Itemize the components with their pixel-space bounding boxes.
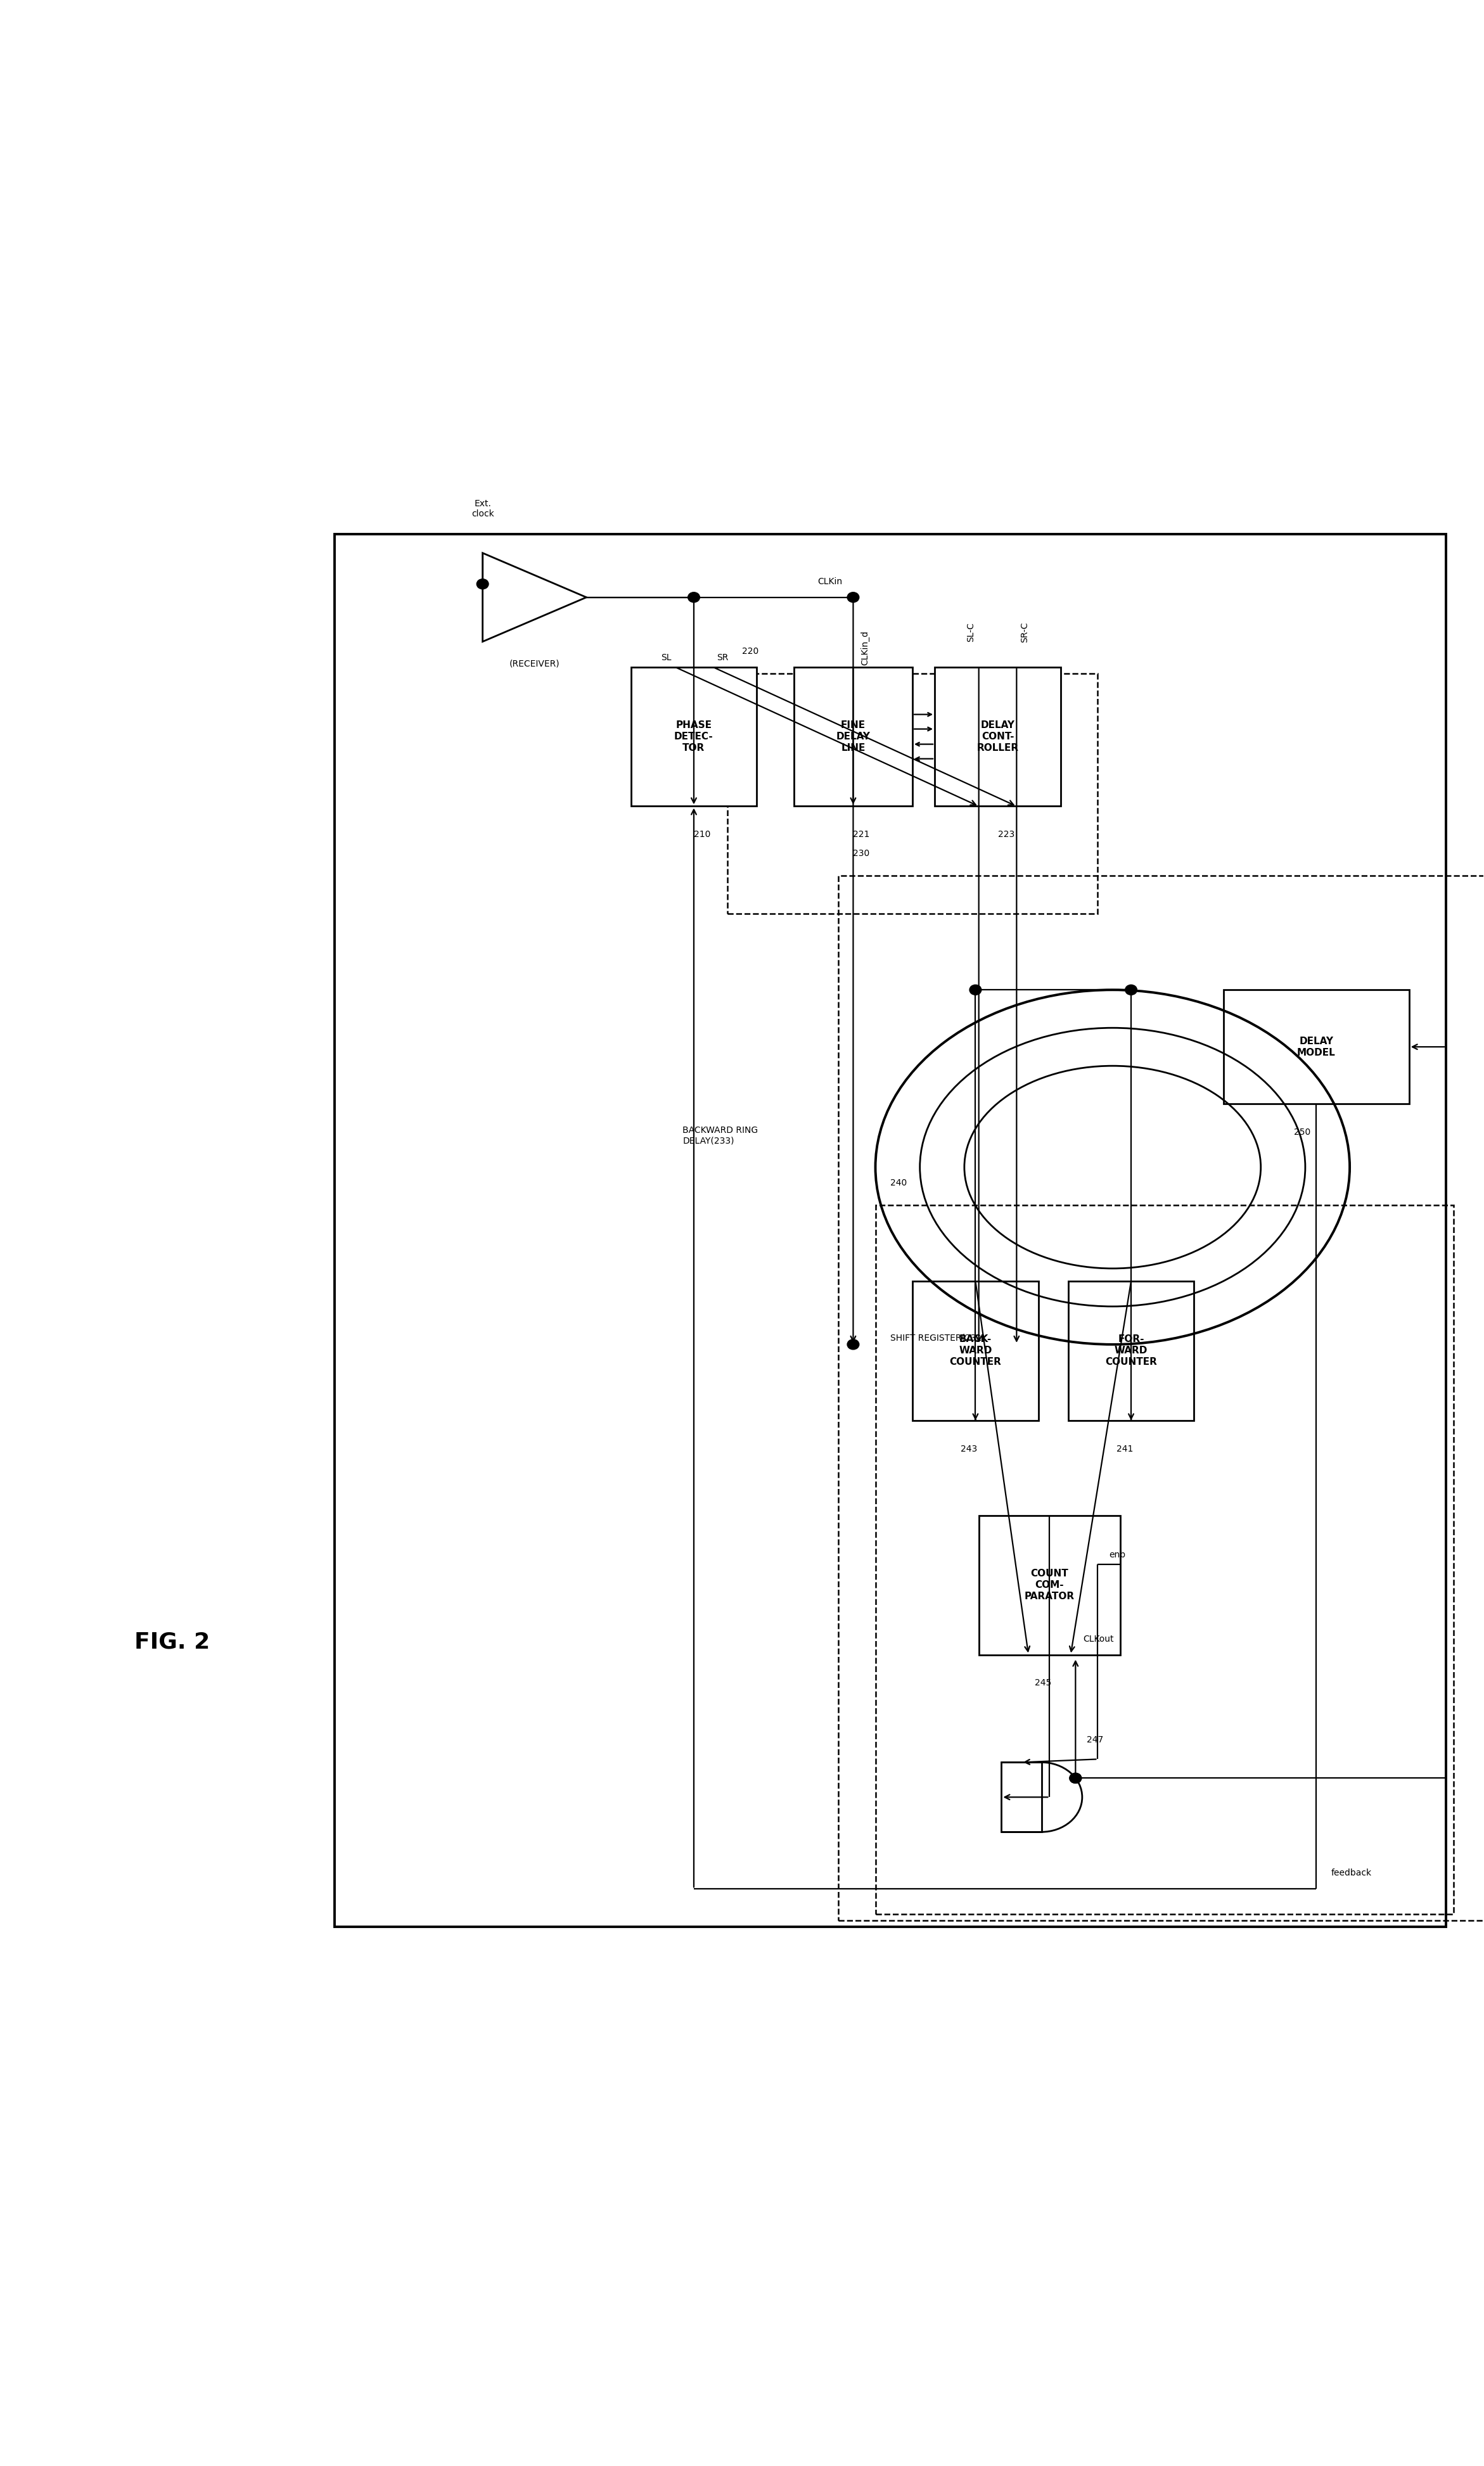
Text: (RECEIVER): (RECEIVER) (509, 658, 559, 668)
Text: PHASE
DETEC-
TOR: PHASE DETEC- TOR (674, 720, 714, 752)
Text: 241: 241 (1116, 1445, 1132, 1452)
Bar (1002, 1763, 1042, 1832)
Bar (838, 875, 1484, 1921)
Text: 245: 245 (1034, 1679, 1051, 1687)
Text: SHIFT REGISTER(231): SHIFT REGISTER(231) (890, 1334, 985, 1342)
Text: 250: 250 (1294, 1127, 1310, 1137)
Circle shape (847, 1339, 859, 1349)
Text: 243: 243 (960, 1445, 978, 1452)
Text: BACK-
WARD
COUNTER: BACK- WARD COUNTER (950, 1334, 1002, 1366)
Polygon shape (482, 552, 586, 641)
Text: DELAY
CONT-
ROLLER: DELAY CONT- ROLLER (976, 720, 1018, 752)
Bar (935, 666, 1061, 806)
Bar (876, 1206, 1453, 1914)
Text: SR: SR (717, 653, 729, 661)
Text: FOR-
WARD
COUNTER: FOR- WARD COUNTER (1106, 1334, 1158, 1366)
Text: 223: 223 (997, 831, 1015, 838)
Bar (334, 535, 1445, 1926)
Text: 220: 220 (742, 646, 758, 656)
Circle shape (969, 984, 981, 994)
Bar (1068, 1282, 1195, 1420)
Circle shape (476, 580, 488, 589)
Text: BACKWARD RING
DELAY(233): BACKWARD RING DELAY(233) (683, 1127, 758, 1144)
Text: feedback: feedback (1331, 1869, 1371, 1877)
Text: enb: enb (1109, 1551, 1125, 1559)
Text: SR-C: SR-C (1021, 621, 1030, 644)
Circle shape (689, 592, 700, 602)
Text: 221: 221 (853, 831, 870, 838)
Text: 240: 240 (890, 1179, 907, 1189)
Circle shape (1070, 1773, 1082, 1783)
Bar (913, 1282, 1039, 1420)
Circle shape (1070, 1773, 1082, 1783)
Text: CLKin: CLKin (818, 577, 841, 587)
Bar (794, 666, 913, 806)
Text: 230: 230 (853, 848, 870, 858)
Text: Ext.
clock: Ext. clock (472, 498, 494, 518)
Circle shape (1125, 984, 1137, 994)
Text: FIG. 2: FIG. 2 (134, 1630, 209, 1652)
Circle shape (847, 592, 859, 602)
Bar (727, 673, 1098, 915)
Text: 247: 247 (1086, 1736, 1103, 1743)
Text: 210: 210 (695, 831, 711, 838)
Text: CLKin_d: CLKin_d (861, 631, 870, 666)
Text: FINE
DELAY
LINE: FINE DELAY LINE (835, 720, 870, 752)
Bar (1224, 989, 1408, 1105)
Bar (631, 666, 757, 806)
Bar (979, 1517, 1120, 1655)
Text: COUNT
COM-
PARATOR: COUNT COM- PARATOR (1024, 1568, 1074, 1600)
Text: CLKout: CLKout (1083, 1635, 1113, 1642)
Text: DELAY
MODEL: DELAY MODEL (1297, 1036, 1336, 1058)
Text: SL: SL (660, 653, 671, 661)
Text: SL-C: SL-C (966, 621, 975, 641)
